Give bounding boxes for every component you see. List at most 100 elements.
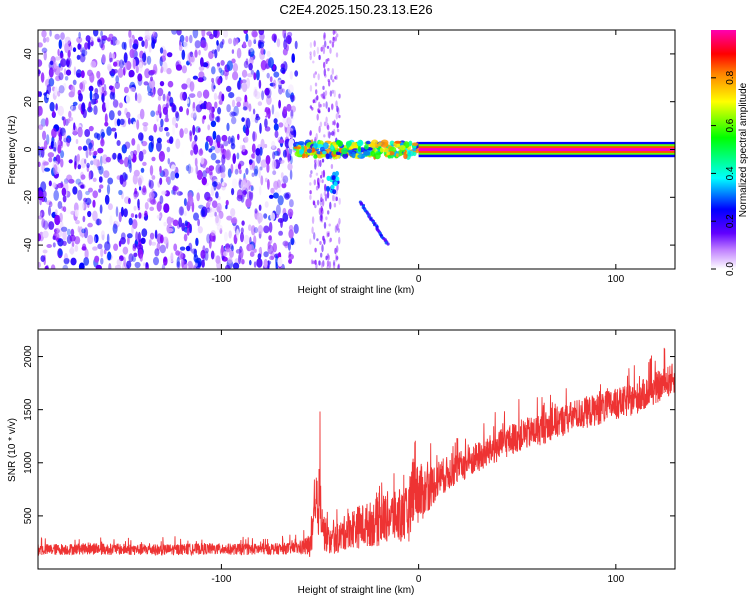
spectrogram-cell bbox=[228, 257, 233, 264]
spectrogram-cell bbox=[334, 181, 338, 186]
colorbar-tick-label: 0.8 bbox=[725, 70, 736, 84]
spectrogram-cell bbox=[141, 40, 144, 47]
spectrogram-cell bbox=[107, 178, 113, 185]
spectrogram-cell bbox=[201, 260, 205, 268]
spectrogram-cell bbox=[328, 131, 330, 138]
spectrogram-cell bbox=[231, 188, 234, 195]
spectrogram-cell bbox=[295, 41, 298, 49]
spectrogram-cell bbox=[173, 185, 177, 195]
spectrogram-cell bbox=[283, 106, 287, 114]
spectrogram-cell bbox=[263, 226, 269, 234]
spectrogram-cell bbox=[89, 126, 94, 131]
y-tick-label: 0 bbox=[23, 146, 34, 152]
spectrogram-cell bbox=[138, 175, 144, 184]
colorbar: 0.00.20.40.60.8 Normalized spectral ampl… bbox=[711, 30, 749, 276]
spectrogram-cell bbox=[53, 242, 56, 247]
y-tick-label: -40 bbox=[23, 237, 34, 252]
spectrogram-cell bbox=[206, 234, 210, 244]
spectrogram-cell bbox=[225, 265, 230, 272]
spectrogram-cell bbox=[113, 224, 118, 234]
spectrogram-cell bbox=[253, 72, 256, 80]
spectrogram-cell bbox=[337, 129, 339, 133]
spectrogram-cell bbox=[179, 206, 184, 216]
spectrogram-cell bbox=[124, 174, 128, 180]
spectrogram-cell bbox=[57, 183, 63, 188]
spectrogram-cell bbox=[141, 238, 146, 244]
spectrogram-cell bbox=[110, 92, 114, 100]
spectrogram-cell bbox=[325, 216, 327, 220]
spectrogram-x-label: Height of straight line (km) bbox=[298, 285, 415, 296]
spectrogram-cell bbox=[319, 104, 321, 108]
spectrogram-cell bbox=[396, 153, 399, 157]
spectrogram-cell bbox=[272, 151, 275, 159]
spectrogram-cell bbox=[127, 233, 133, 238]
y-tick-label: 1000 bbox=[23, 451, 34, 474]
spectrogram-cell bbox=[259, 123, 262, 134]
spectrogram-cell bbox=[296, 149, 299, 155]
spectrogram-cell bbox=[49, 114, 52, 123]
spectrogram-cell bbox=[54, 62, 58, 69]
spectrogram-cell bbox=[208, 200, 211, 205]
spectrogram-cell bbox=[85, 191, 90, 195]
spectrogram-cell bbox=[197, 188, 202, 193]
spectrogram-cell bbox=[315, 89, 317, 94]
spectrogram-cell bbox=[163, 237, 168, 244]
x-tick-label: 100 bbox=[607, 574, 624, 585]
spectrogram-cell bbox=[200, 209, 205, 218]
spectrogram-cell bbox=[148, 92, 154, 96]
spectrogram-cell bbox=[211, 82, 215, 93]
spectrogram-cell bbox=[62, 116, 65, 120]
spectrogram-cell bbox=[60, 32, 65, 40]
spectrogram-cell bbox=[172, 117, 176, 126]
spectrogram-cell bbox=[111, 128, 116, 132]
spectrogram-cell bbox=[332, 42, 334, 48]
spectrogram-cell bbox=[309, 51, 311, 55]
spectrogram-cell bbox=[314, 163, 316, 170]
spectrogram-cell bbox=[205, 141, 209, 151]
spectrogram-cell bbox=[149, 180, 154, 189]
spectrogram-cell bbox=[287, 37, 291, 45]
spectrogram-cell bbox=[46, 265, 49, 272]
spectrogram-cell bbox=[175, 250, 180, 255]
spectrogram-cell bbox=[195, 238, 198, 246]
spectrogram-cell bbox=[93, 165, 97, 171]
spectrogram-cell bbox=[151, 139, 154, 149]
spectrogram-cell bbox=[159, 151, 165, 162]
spectrogram-cell bbox=[184, 198, 187, 206]
spectrogram-cell bbox=[153, 124, 157, 133]
spectrogram-cell bbox=[60, 53, 64, 59]
spectrogram-cell bbox=[188, 164, 192, 174]
spectrogram-cell bbox=[90, 90, 93, 101]
spectrogram-cell bbox=[92, 190, 98, 198]
spectrogram-cell bbox=[53, 164, 57, 175]
spectrogram-cell bbox=[175, 139, 180, 150]
spectrogram-cell bbox=[65, 37, 71, 45]
spectrogram-cell bbox=[293, 146, 301, 149]
spectrogram-cell bbox=[283, 175, 289, 183]
spectrogram-cell bbox=[328, 107, 330, 112]
spectrogram-cell bbox=[164, 118, 169, 123]
spectrogram-cell bbox=[317, 114, 319, 121]
spectrogram-cell bbox=[105, 113, 108, 124]
spectrogram-cell bbox=[166, 177, 170, 183]
spectrogram-cell bbox=[221, 172, 226, 178]
spectrogram-cell bbox=[237, 134, 240, 140]
spectrogram-cell bbox=[320, 94, 322, 97]
spectrogram-cell bbox=[150, 76, 153, 81]
spectrogram-cell bbox=[136, 119, 139, 129]
spectrogram-cell bbox=[139, 62, 143, 72]
spectrogram-cell bbox=[330, 90, 332, 96]
spectrogram-cell bbox=[237, 153, 240, 160]
spectrogram-cell bbox=[164, 127, 169, 131]
spectrogram-cell bbox=[252, 144, 256, 154]
spectrogram-cell bbox=[49, 67, 54, 77]
spectrogram-cell bbox=[53, 236, 56, 240]
spectrogram-cell bbox=[290, 170, 293, 180]
spectrogram-cell bbox=[313, 50, 315, 57]
spectrogram-cell bbox=[180, 247, 185, 251]
spectrogram-cell bbox=[315, 83, 317, 87]
spectrogram-cell bbox=[99, 184, 103, 188]
spectrogram-cell bbox=[105, 99, 109, 110]
spectrogram-cell bbox=[124, 87, 129, 94]
spectrogram-cell bbox=[235, 169, 239, 175]
